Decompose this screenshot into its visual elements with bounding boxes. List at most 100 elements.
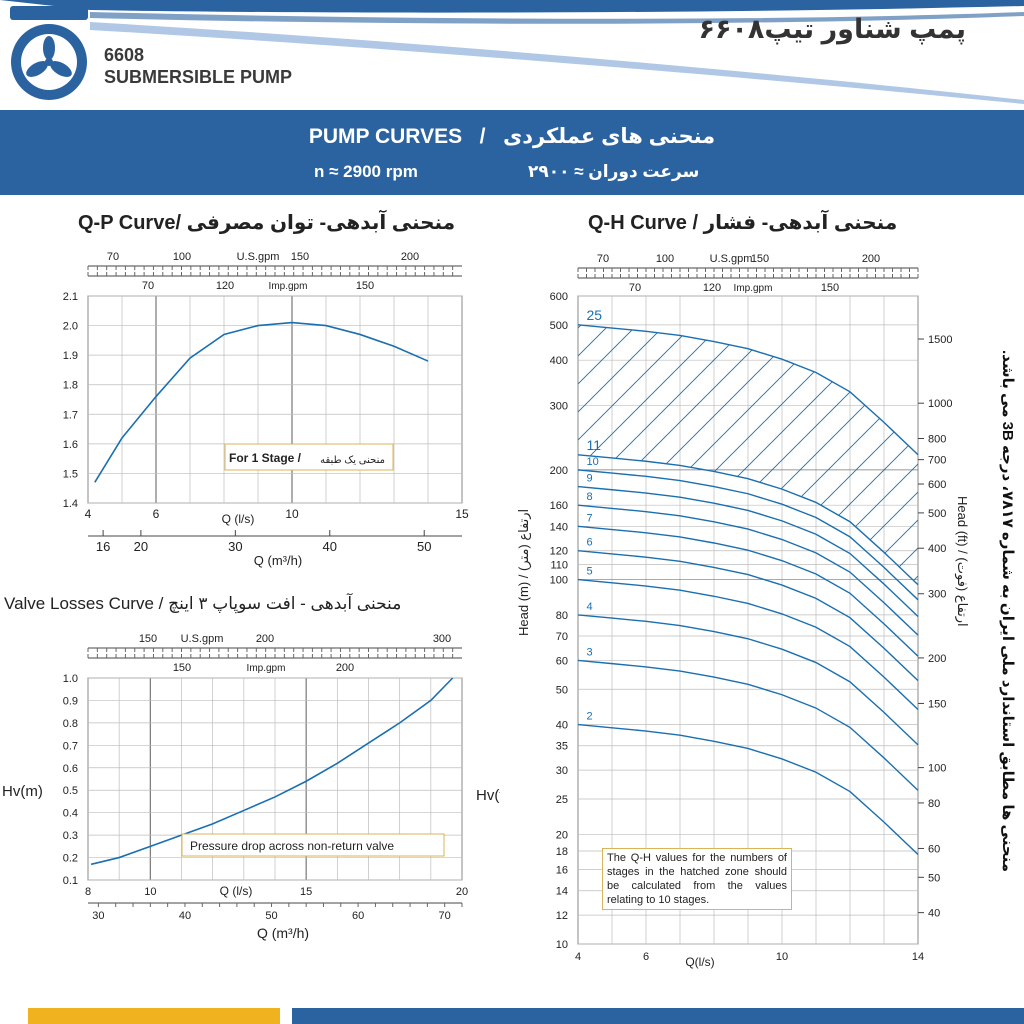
valve-y-label-right: Hv(ft) bbox=[476, 787, 500, 804]
qh-x-tick-label: 14 bbox=[912, 951, 924, 963]
qh-x-tick-label: 10 bbox=[776, 951, 788, 963]
valve-annotation-box bbox=[181, 833, 445, 857]
qh-annotation-text: The Q-H values for the numbers of stages… bbox=[602, 848, 792, 910]
qh-ft-tick-label: 300 bbox=[928, 589, 946, 601]
qh-stage-label: 10 bbox=[587, 456, 599, 468]
qp-power-curve bbox=[94, 321, 429, 483]
qh-y-tick-label: 35 bbox=[556, 741, 568, 753]
qp-y-tick-label: 1.9 bbox=[63, 350, 78, 362]
qh-stage-label: 25 bbox=[587, 307, 603, 323]
qp-y-tick-label: 1.5 bbox=[63, 468, 78, 480]
qh-ft-tick-label: 50 bbox=[928, 872, 940, 884]
qh-annotation: The Q-H values for the numbers of stages… bbox=[602, 848, 792, 910]
usgpm-axis-label: U.S.gpm bbox=[237, 251, 280, 263]
qh-stage-label: 5 bbox=[587, 566, 593, 578]
qh-stage-curve bbox=[577, 454, 919, 586]
qp-x-tick-label: 15 bbox=[455, 507, 469, 521]
qh-y-tick-label: 12 bbox=[556, 910, 568, 922]
hatch-line bbox=[578, 324, 747, 585]
hatch-line bbox=[578, 324, 803, 585]
qp-x-label: Q (l/s) bbox=[222, 512, 255, 526]
standard-note: منحنی ها مطابق استاندارد ملی ایران به شم… bbox=[999, 350, 1015, 872]
qh-ft-tick-label: 1000 bbox=[928, 398, 952, 410]
valve-y-tick-label: 0.7 bbox=[63, 740, 78, 752]
pump-curves-banner: PUMP CURVES / منحنی های عملکردی n ≈ 2900… bbox=[0, 110, 1024, 195]
speed-en: n ≈ 2900 rpm bbox=[314, 162, 418, 181]
footer-bar-blue bbox=[292, 1008, 1024, 1024]
company-logo bbox=[10, 6, 88, 100]
usgpm-tick-label: 200 bbox=[401, 251, 419, 263]
hatch-line bbox=[578, 324, 831, 585]
usgpm-tick-label: 150 bbox=[139, 633, 157, 645]
qp-y-tick-label: 2.0 bbox=[63, 321, 78, 333]
qh-y-tick-label: 110 bbox=[550, 559, 568, 571]
footer-bar-yellow bbox=[28, 1008, 280, 1024]
qh-ft-tick-label: 800 bbox=[928, 434, 946, 446]
valve-losses-chart: 150 200 300 U.S.gpm 150 200 Imp.gpm 0.1 0.2 0.3 0.… bbox=[2, 633, 500, 941]
valve-m3h-tick-label: 60 bbox=[352, 910, 364, 922]
header-swoosh bbox=[0, 0, 1024, 104]
qh-stage-curve bbox=[577, 723, 919, 856]
valve-x-tick-label: 10 bbox=[144, 886, 156, 898]
qh-y-tick-label: 100 bbox=[550, 575, 568, 587]
qh-y-tick-label: 25 bbox=[556, 794, 568, 806]
valve-x-label-m3h: Q (m³/h) bbox=[257, 925, 309, 941]
qh-y-tick-label: 20 bbox=[556, 829, 568, 841]
impgpm-axis-label: Imp.gpm bbox=[247, 663, 286, 674]
model-block: 6608 SUBMERSIBLE PUMP bbox=[104, 44, 292, 88]
qh-y-tick-label: 80 bbox=[556, 610, 568, 622]
valve-y-tick-label: 0.2 bbox=[63, 853, 78, 865]
qh-stage-curve bbox=[577, 578, 919, 711]
qh-y-tick-label: 500 bbox=[550, 320, 568, 332]
qp-y-tick-label: 2.1 bbox=[63, 291, 78, 303]
qh-x-tick-label: 6 bbox=[643, 951, 649, 963]
usgpm-tick-label: 70 bbox=[597, 253, 609, 265]
qh-y-tick-label: 300 bbox=[550, 401, 568, 413]
qh-chart-title: Q-H Curve / منحنی آبدهی- فشار bbox=[588, 212, 898, 234]
qh-stage-label: 8 bbox=[587, 491, 593, 503]
qh-ft-tick-label: 150 bbox=[928, 698, 946, 710]
qh-y-tick-label: 60 bbox=[556, 655, 568, 667]
qh-stage-label: 6 bbox=[587, 537, 593, 549]
usgpm-tick-label: 100 bbox=[173, 251, 191, 263]
qh-stage-curve bbox=[577, 469, 919, 601]
qh-x-tick-label: 4 bbox=[575, 951, 581, 963]
qh-ft-tick-label: 500 bbox=[928, 508, 946, 520]
qp-m3h-tick-label: 16 bbox=[96, 539, 110, 554]
impgpm-axis-label: Imp.gpm bbox=[734, 283, 773, 294]
valve-y-tick-label: 0.9 bbox=[63, 695, 78, 707]
impgpm-tick-label: 70 bbox=[142, 280, 154, 292]
usgpm-axis-label: U.S.gpm bbox=[710, 253, 753, 265]
qh-ft-tick-label: 700 bbox=[928, 455, 946, 467]
qh-chart: 70 100 150 200 U.S.gpm 70 120 150 Imp.gpm 10 12 14 1… bbox=[516, 253, 970, 969]
usgpm-tick-label: 70 bbox=[107, 251, 119, 263]
valve-y-tick-label: 0.4 bbox=[63, 808, 78, 820]
valve-x-tick-label: 15 bbox=[300, 886, 312, 898]
model-number: 6608 bbox=[104, 45, 145, 65]
qp-annotation-fa: منحنی یک طبقه bbox=[320, 455, 385, 466]
impgpm-tick-label: 150 bbox=[173, 662, 191, 674]
qh-stage-label: 9 bbox=[587, 473, 593, 485]
qh-y-tick-label: 10 bbox=[556, 939, 568, 951]
valve-y-tick-label: 0.3 bbox=[63, 830, 78, 842]
banner-title-fa: منحنی های عملکردی bbox=[502, 125, 716, 148]
page-header: 6608 SUBMERSIBLE PUMP پمپ شناور تیپ۶۶۰۸ bbox=[0, 0, 1024, 108]
qh-stage-curve bbox=[577, 550, 919, 682]
qp-m3h-tick-label: 30 bbox=[228, 539, 242, 554]
valve-annotation: Pressure drop across non-return valve bbox=[190, 839, 394, 853]
qh-y-label-right: Head (ft) / ارتفاع (فوت) bbox=[954, 496, 970, 627]
speed-fa: سرعت دوران ≈ ۲۹۰۰ bbox=[528, 162, 700, 181]
valve-m3h-tick-label: 30 bbox=[92, 910, 104, 922]
qh-stage-label: 7 bbox=[587, 512, 593, 524]
usgpm-tick-label: 150 bbox=[291, 251, 309, 263]
valve-m3h-tick-label: 70 bbox=[439, 910, 451, 922]
qh-y-tick-label: 16 bbox=[556, 865, 568, 877]
qp-m3h-tick-label: 20 bbox=[134, 539, 148, 554]
qh-stage-curve bbox=[577, 525, 919, 657]
qh-stage-curve bbox=[577, 324, 919, 456]
qh-stage-curve bbox=[577, 614, 919, 746]
impgpm-tick-label: 150 bbox=[356, 280, 374, 292]
qh-y-tick-label: 70 bbox=[556, 631, 568, 643]
banner-title-en: PUMP CURVES bbox=[308, 125, 463, 148]
qh-ft-tick-label: 600 bbox=[928, 479, 946, 491]
